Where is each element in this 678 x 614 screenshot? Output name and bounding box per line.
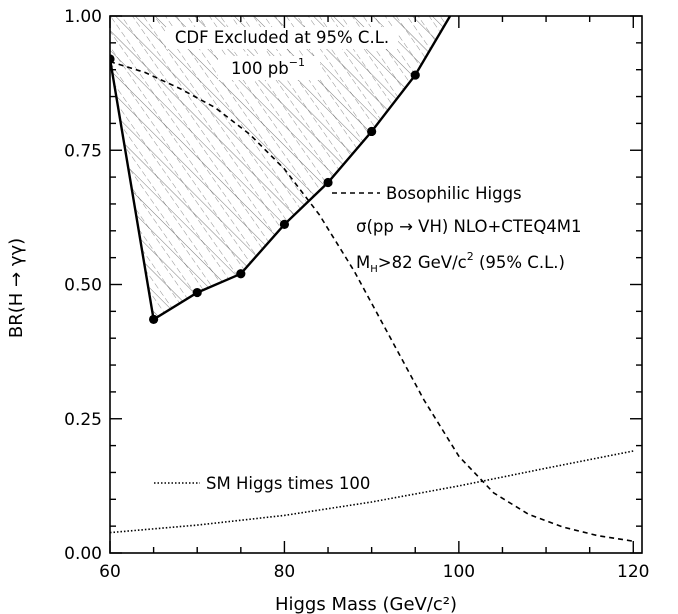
excluded-point-7	[367, 126, 377, 137]
y-tick-label: 0.50	[64, 276, 102, 296]
excluded-label-bg	[166, 27, 398, 49]
excluded-point-5	[279, 219, 290, 229]
sigma-label: σ(pp → VH) NLO+CTEQ4M1	[356, 217, 582, 236]
excluded-point-4	[236, 269, 246, 279]
series-line-2	[110, 60, 634, 542]
bosophilic-legend-label: Bosophilic Higgs	[386, 184, 522, 203]
x-axis-label: Higgs Mass (GeV/c²)	[275, 594, 457, 614]
x-tick-label: 80	[274, 562, 296, 582]
x-tick-label: 100	[443, 562, 475, 582]
excluded-point-8	[410, 70, 420, 80]
mass-limit-label: MH>82 GeV/c2 (95% C.L.)	[356, 250, 565, 275]
excluded-point-3	[192, 287, 202, 298]
x-tick-label: 60	[99, 562, 121, 582]
sm-legend-label: SM Higgs times 100	[206, 474, 370, 493]
excluded-region	[110, 16, 451, 320]
excluded-point-6	[323, 177, 333, 188]
excluded-label-bg-2	[218, 56, 320, 80]
y-tick-label: 1.00	[64, 7, 102, 27]
excluded-label-line2: 100 pb−1	[231, 56, 305, 78]
excluded-region-solid-hatch	[110, 16, 451, 320]
series-layer	[110, 16, 634, 542]
excluded-label-line1: CDF Excluded at 95% C.L.	[175, 28, 389, 47]
ticks-layer: 60 80 100 120 0.00 0.25 0.50 0.75 1.00	[64, 7, 649, 582]
y-tick-label: 0.75	[64, 141, 102, 161]
annotations: CDF Excluded at 95% C.L. 100 pb−1 Bosoph…	[154, 28, 582, 493]
y-tick-label: 0.00	[64, 544, 102, 564]
excluded-point-2	[149, 314, 159, 325]
x-tick-label: 120	[617, 562, 649, 582]
y-axis-label: BR(H → γγ)	[6, 238, 27, 338]
y-tick-label: 0.25	[64, 410, 102, 430]
series-line-3	[110, 450, 634, 534]
